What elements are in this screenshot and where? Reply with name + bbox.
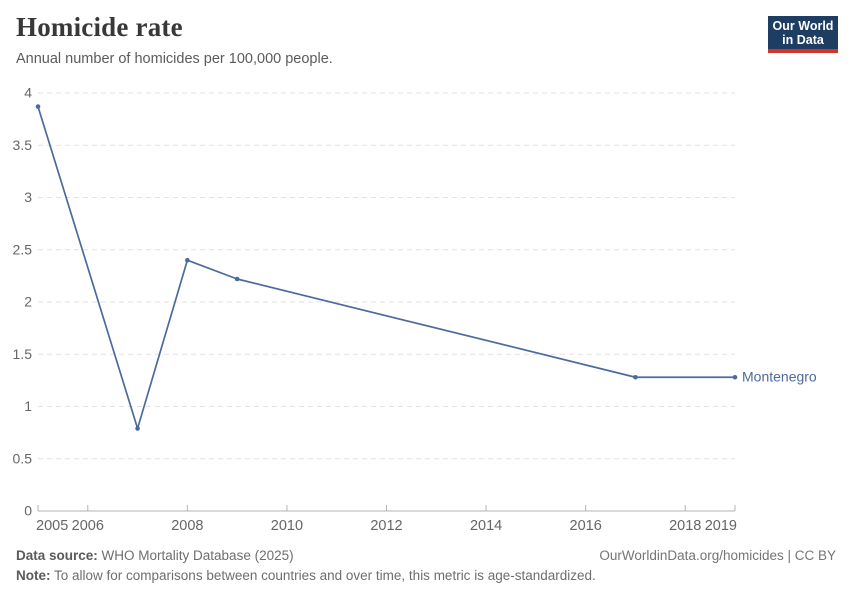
note-text: To allow for comparisons between countri…: [50, 568, 596, 583]
x-axis-tick-label: 2019: [705, 518, 737, 534]
x-axis-tick-label: 2005: [36, 518, 68, 534]
x-axis-tick-label: 2006: [72, 518, 104, 534]
y-axis-tick-label: 2: [24, 294, 32, 310]
x-axis-tick-label: 2012: [370, 518, 402, 534]
data-source-line: Data source: WHO Mortality Database (202…: [16, 546, 294, 566]
data-point[interactable]: [633, 374, 638, 380]
line-chart-canvas[interactable]: 0 0.5 1 1.5 2 2.5 3 3.5 4 2005 2006 2008 2010 2012 201…: [0, 0, 850, 540]
data-source-text: WHO Mortality Database (2025): [97, 548, 294, 563]
y-axis-tick-label: 2.5: [13, 241, 33, 257]
y-axis-tick-label: 1: [24, 398, 32, 414]
x-axis-tick-label: 2014: [470, 518, 502, 534]
footer-row-1: Data source: WHO Mortality Database (202…: [16, 546, 836, 566]
data-point[interactable]: [35, 104, 41, 109]
x-axis-tick-label: 2018: [669, 518, 701, 534]
owid-logo[interactable]: Our World in Data: [768, 16, 838, 53]
note-label: Note:: [16, 568, 51, 583]
data-point[interactable]: [185, 257, 190, 263]
data-point[interactable]: [732, 374, 738, 380]
x-axis-tick-label: 2016: [570, 518, 602, 534]
chart-footer: Data source: WHO Mortality Database (202…: [16, 546, 836, 586]
series-end-label: Montenegro: [742, 369, 817, 385]
footer-row-2: Note: To allow for comparisons between c…: [16, 566, 836, 586]
y-axis-tick-label: 3.5: [13, 137, 33, 153]
data-point[interactable]: [135, 426, 140, 431]
series-line-montenegro[interactable]: [37, 105, 736, 430]
data-point[interactable]: [234, 276, 240, 282]
x-axis-tick-label: 2008: [171, 518, 203, 534]
owid-citation-link[interactable]: OurWorldinData.org/homicides | CC BY: [599, 548, 836, 563]
y-axis-tick-label: 1.5: [13, 346, 33, 362]
x-axis-tick-label: 2010: [271, 518, 303, 534]
y-axis-tick-label: 0: [24, 503, 32, 519]
y-axis-tick-label: 0.5: [13, 450, 33, 466]
chart-title: Homicide rate: [16, 12, 183, 42]
y-axis-tick-label: 4: [24, 85, 32, 101]
chart-subtitle: Annual number of homicides per 100,000 p…: [16, 51, 333, 67]
y-axis-tick-label: 3: [24, 189, 32, 205]
note-line: Note: To allow for comparisons between c…: [16, 566, 596, 586]
data-source-label: Data source:: [16, 548, 98, 563]
chart-header: Homicide rate Annual number of homicides…: [0, 0, 850, 80]
owid-logo-line2: in Data: [782, 33, 824, 47]
owid-logo-line1: Our World: [772, 19, 834, 33]
